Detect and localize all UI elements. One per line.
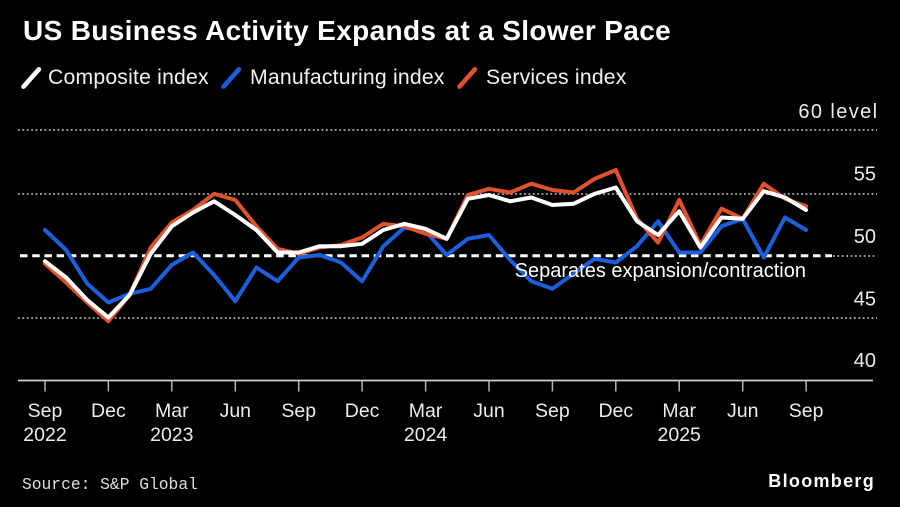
svg-text:45: 45 <box>854 289 876 311</box>
svg-text:Sep: Sep <box>535 400 570 422</box>
svg-text:2022: 2022 <box>23 424 66 446</box>
svg-text:Jun: Jun <box>220 400 251 422</box>
svg-text:Sep: Sep <box>789 400 824 422</box>
svg-text:Sep: Sep <box>281 400 316 422</box>
svg-text:Sep: Sep <box>28 400 63 422</box>
svg-text:2023: 2023 <box>150 424 193 446</box>
svg-text:Mar: Mar <box>409 400 443 422</box>
svg-text:Jun: Jun <box>727 400 758 422</box>
svg-text:50: 50 <box>854 226 876 248</box>
svg-text:Mar: Mar <box>155 400 189 422</box>
svg-text:Separates expansion/contractio: Separates expansion/contraction <box>515 260 806 282</box>
svg-text:Dec: Dec <box>598 400 633 422</box>
svg-text:40: 40 <box>854 350 876 372</box>
svg-text:Mar: Mar <box>662 400 696 422</box>
svg-text:Dec: Dec <box>345 400 380 422</box>
svg-text:2024: 2024 <box>404 424 448 446</box>
svg-text:60 level: 60 level <box>798 101 878 123</box>
svg-text:Jun: Jun <box>473 400 504 422</box>
svg-text:55: 55 <box>854 164 876 186</box>
svg-text:2025: 2025 <box>658 424 702 446</box>
svg-text:Dec: Dec <box>91 400 126 422</box>
